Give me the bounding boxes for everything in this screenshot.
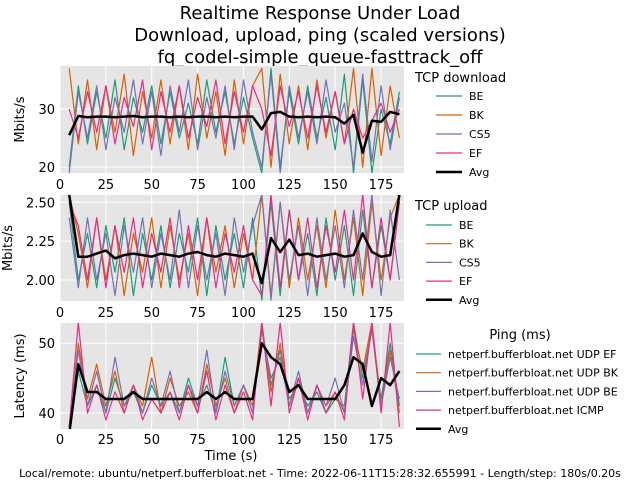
x-tick-label: 0 (56, 178, 64, 193)
panel-1: 0 25 50 75 100 125 150 175 20 30 Mbits/s TCP downlo… (13, 66, 506, 193)
legend-entry: netperf.bufferbloat.net UDP BK (448, 367, 619, 380)
x-tick-label: 100 (231, 178, 256, 193)
series-line-be (68, 201, 400, 301)
legend: Ping (ms) netperf.bufferbloat.net UDP EF n… (416, 328, 619, 436)
series-group (68, 195, 401, 301)
series-line-be (68, 67, 400, 173)
legend-entry: netperf.bufferbloat.net ICMP (448, 404, 604, 417)
series-line-netperf-bufferbloat-net-udp-be (68, 328, 400, 427)
legend: TCP upload BE BK CS5 EF Avg (414, 199, 488, 307)
y-tick-label: 50 (38, 337, 55, 352)
x-tick-label: 0 (56, 306, 64, 321)
series-line-netperf-bufferbloat-net-icmp (68, 323, 400, 427)
x-tick-label: 75 (189, 178, 206, 193)
x-tick-label: 100 (231, 433, 256, 448)
x-tick-label: 175 (369, 306, 394, 321)
x-tick-label: 125 (277, 306, 302, 321)
x-tick-label: 50 (143, 178, 160, 193)
x-tick-label: 50 (143, 433, 160, 448)
series-line-avg (68, 341, 401, 429)
series-line-ef (68, 79, 400, 157)
y-axis-label: Mbits/s (13, 96, 28, 142)
legend-entry: BE (469, 90, 484, 103)
legend-entry: EF (459, 275, 472, 288)
x-tick-label: 175 (369, 178, 394, 193)
x-tick-label: 0 (56, 433, 64, 448)
x-tick-label: 25 (98, 433, 115, 448)
x-tick-label: 150 (323, 306, 348, 321)
series-line-bk (68, 195, 400, 297)
legend-entry: Avg (469, 166, 489, 179)
series-line-cs5 (68, 195, 400, 301)
legend-entry: BK (469, 109, 485, 122)
footer-text: Local/remote: ubuntu/netperf.bufferbloat… (19, 467, 621, 480)
y-tick-label: 30 (38, 103, 55, 118)
legend-title: TCP upload (414, 199, 488, 214)
series-line-ef (68, 195, 400, 297)
legend-entry: Avg (459, 294, 479, 307)
x-tick-label: 175 (369, 433, 394, 448)
x-tick-label: 25 (98, 306, 115, 321)
panel-3: 0 25 50 75 100 125 150 175 40 50 Latency (ms) Ping … (13, 323, 619, 448)
series-line-cs5 (68, 73, 400, 173)
y-tick-label: 2.50 (26, 196, 55, 211)
x-tick-label: 125 (277, 178, 302, 193)
y-tick-label: 2.25 (26, 235, 55, 250)
legend-entry: CS5 (459, 256, 481, 269)
y-axis-label: Latency (ms) (13, 333, 28, 418)
y-tick-label: 2.00 (26, 274, 55, 289)
x-tick-label: 50 (143, 306, 160, 321)
x-tick-label: 150 (323, 433, 348, 448)
panel-2: 0 25 50 75 100 125 150 175 2.00 2.25 2.50 Mbits/s TC… (1, 195, 488, 321)
legend-title: Ping (ms) (489, 328, 550, 343)
legend: TCP download BE BK CS5 EF Avg (414, 71, 506, 179)
series-line-avg (68, 110, 400, 154)
y-axis-label: Mbits/s (1, 225, 16, 271)
x-tick-label: 150 (323, 178, 348, 193)
legend-title: TCP download (414, 71, 506, 86)
x-axis-label: Time (s) (204, 449, 258, 464)
chart-title-line-1: Realtime Response Under Load (180, 3, 461, 24)
series-line-avg (68, 195, 401, 285)
x-tick-label: 75 (189, 433, 206, 448)
y-tick-label: 20 (38, 161, 55, 176)
legend-entry: netperf.bufferbloat.net UDP EF (448, 348, 617, 361)
series-group (68, 67, 400, 173)
x-tick-label: 75 (189, 306, 206, 321)
legend-entry: BE (459, 219, 474, 232)
y-tick-label: 40 (38, 407, 55, 422)
legend-entry: EF (469, 147, 482, 160)
series-group (68, 323, 401, 429)
legend-entry: Avg (448, 423, 468, 436)
legend-entry: BK (459, 238, 475, 251)
legend-entry: CS5 (469, 128, 491, 141)
x-tick-label: 125 (277, 433, 302, 448)
chart-title-line-3: fq_codel-simple_queue-fasttrack_off (158, 47, 484, 68)
x-tick-label: 100 (231, 306, 256, 321)
chart-title-line-2: Download, upload, ping (scaled versions) (134, 25, 506, 46)
x-tick-label: 25 (98, 178, 115, 193)
legend-entry: netperf.bufferbloat.net UDP BE (448, 385, 618, 398)
